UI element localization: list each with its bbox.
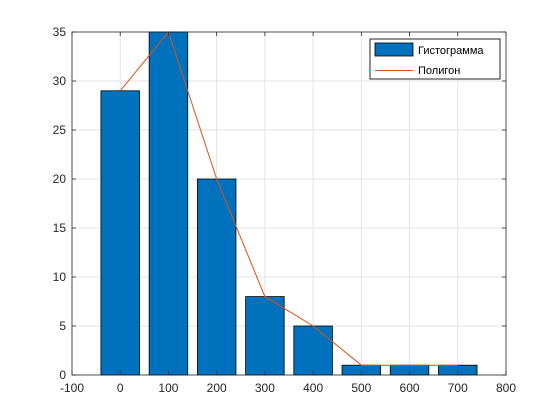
legend-bar-label: Гистограмма: [418, 45, 484, 57]
y-tick-label: 20: [53, 172, 67, 186]
y-axis-ticks: 0 5 10 15 20 25 30 35: [53, 25, 506, 382]
y-tick-label: 0: [59, 368, 66, 382]
x-tick-label: 200: [207, 381, 227, 395]
legend-bar-swatch: [374, 42, 414, 57]
x-axis-ticks: -100 0 100 200 300 400 500 600 700 800: [60, 32, 516, 395]
x-tick-label: 400: [303, 381, 323, 395]
x-tick-label: 600: [400, 381, 420, 395]
y-tick-label: 30: [53, 74, 67, 88]
histogram-bar: [245, 296, 285, 376]
axes: [71, 31, 507, 376]
y-tick-label: 10: [53, 270, 67, 284]
polygon-series: [119, 30, 458, 366]
plot-background: [72, 32, 506, 375]
axes-box: [71, 31, 507, 376]
y-tick-label: 15: [53, 221, 67, 235]
histogram-bar: [196, 178, 237, 376]
y-tick-label: 5: [59, 319, 66, 333]
x-tick-label: -100: [60, 381, 84, 395]
histogram-bar: [100, 90, 140, 376]
x-tick-label: 700: [448, 381, 468, 395]
x-tick-label: 500: [351, 381, 371, 395]
histogram-bars: [100, 31, 478, 376]
x-tick-label: 0: [117, 381, 124, 395]
histogram-bar: [293, 325, 333, 376]
histogram-bar: [148, 31, 189, 376]
polygon-line: [119, 30, 458, 366]
x-tick-label: 100: [158, 381, 178, 395]
y-tick-label: 35: [53, 25, 67, 39]
legend: Гистограмма Полигон: [369, 38, 501, 80]
x-tick-label: 800: [496, 381, 516, 395]
x-tick-label: 300: [255, 381, 275, 395]
legend-line-label: Полигон: [418, 65, 460, 77]
y-tick-label: 25: [53, 123, 67, 137]
